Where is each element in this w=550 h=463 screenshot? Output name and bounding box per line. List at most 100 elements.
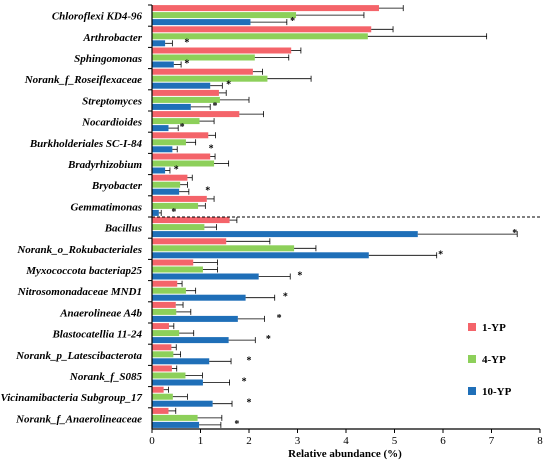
bar-1-yp-norank-p-latescibacterota [152, 344, 172, 351]
bar-1-yp-gemmatimonas [152, 195, 207, 202]
bar-4-yp-nitrosomonadaceae-mnd1 [152, 287, 186, 294]
bar-1-yp-norank-o-rokubacteriales [152, 238, 227, 245]
bar-4-yp-nocardioides [152, 118, 200, 125]
significance-mark-bradyrhizobium: * [174, 165, 179, 176]
bar-1-yp-nitrosomonadaceae-mnd1 [152, 280, 178, 287]
legend-swatch-10-yp [468, 387, 476, 395]
bar-1-yp-myxococcota-bacteriap25 [152, 259, 194, 266]
category-label-norank-f-s085: Norank_f_S085 [69, 371, 143, 383]
bar-10-yp-norank-f-roseiflexaceae [152, 82, 211, 89]
x-tick-label-1: 1 [198, 435, 204, 447]
category-label-nocardioides: Nocardioides [81, 117, 142, 129]
category-label-anaerolineae-a4b: Anaerolineae A4b [59, 307, 142, 319]
bar-10-yp-sphingomonas [152, 61, 174, 68]
x-tick-label-4: 4 [343, 435, 349, 447]
significance-mark-anaerolineae-a4b: * [277, 313, 282, 324]
bar-10-yp-myxococcota-bacteriap25 [152, 273, 259, 280]
category-label-norank-f-roseiflexaceae: Norank_f_Roseiflexaceae [24, 74, 142, 86]
significance-mark-norank-p-latescibacterota: * [247, 355, 252, 366]
x-tick-label-5: 5 [392, 435, 398, 447]
bar-10-yp-nitrosomonadaceae-mnd1 [152, 294, 246, 301]
bar-10-yp-anaerolineae-a4b [152, 315, 238, 322]
bar-1-yp-norank-f-s085 [152, 365, 172, 372]
legend-label-4-yp: 4-YP [482, 354, 506, 366]
category-label-streptomyces: Streptomyces [82, 95, 142, 107]
significance-mark-gemmatimonas: * [171, 207, 176, 218]
bar-10-yp-bradyrhizobium [152, 167, 166, 174]
category-label-vicinamibacteria-subgroup-17: Vicinamibacteria Subgroup_17 [1, 392, 143, 404]
bar-4-yp-burkholderiales-sc-i-84 [152, 139, 186, 146]
category-label-myxococcota-bacteriap25: Myxococcota bacteriap25 [25, 265, 142, 277]
bar-4-yp-bradyrhizobium [152, 160, 215, 167]
bar-10-yp-vicinamibacteria-subgroup-17 [152, 400, 213, 407]
bar-4-yp-arthrobacter [152, 33, 368, 40]
bar-10-yp-gemmatimonas [152, 209, 159, 216]
bar-10-yp-norank-o-rokubacteriales [152, 252, 369, 259]
significance-mark-blastocatellia-11-24: * [266, 334, 271, 345]
significance-mark-bryobacter: * [205, 186, 210, 197]
category-label-burkholderiales-sc-i-84: Burkholderiales SC-I-84 [29, 138, 143, 150]
bar-4-yp-blastocatellia-11-24 [152, 330, 180, 337]
legend: 1-YP 4-YP 10-YP [468, 322, 512, 398]
bar-10-yp-bacillus [152, 231, 418, 238]
category-label-bradyrhizobium: Bradyrhizobium [67, 159, 142, 171]
bar-4-yp-norank-f-roseiflexaceae [152, 75, 268, 82]
bar-4-yp-norank-p-latescibacterota [152, 351, 174, 358]
bar-1-yp-chloroflexi-kd4-96 [152, 5, 379, 12]
bar-4-yp-sphingomonas [152, 54, 255, 61]
bar-10-yp-burkholderiales-sc-i-84 [152, 146, 173, 153]
category-label-nitrosomonadaceae-mnd1: Nitrosomonadaceae MND1 [17, 286, 142, 298]
bar-1-yp-anaerolineae-a4b [152, 301, 176, 308]
bar-4-yp-anaerolineae-a4b [152, 308, 177, 315]
bar-1-yp-streptomyces [152, 89, 219, 96]
significance-mark-burkholderiales-sc-i-84: * [209, 143, 214, 154]
bar-10-yp-norank-f-anaerolineaceae [152, 421, 200, 428]
category-label-sphingomonas: Sphingomonas [74, 53, 142, 65]
bar-4-yp-gemmatimonas [152, 202, 199, 209]
bar-4-yp-norank-f-s085 [152, 372, 186, 379]
legend-swatch-1-yp [468, 323, 476, 331]
significance-mark-sphingomonas: * [184, 59, 189, 70]
significance-mark-nitrosomonadaceae-mnd1: * [283, 292, 288, 303]
bar-4-yp-bryobacter [152, 181, 181, 188]
category-label-norank-f-anaerolineaceae: Norank_f_Anaerolineaceae [15, 413, 142, 425]
legend-label-10-yp: 10-YP [482, 386, 512, 398]
category-label-bacillus: Bacillus [104, 223, 142, 235]
x-tick-label-0: 0 [149, 435, 155, 447]
bar-4-yp-bacillus [152, 224, 205, 231]
bar-10-yp-norank-p-latescibacterota [152, 358, 210, 365]
bar-1-yp-sphingomonas [152, 47, 292, 54]
significance-mark-nocardioides: * [180, 122, 185, 133]
bar-4-yp-streptomyces [152, 96, 220, 103]
bar-4-yp-chloroflexi-kd4-96 [152, 12, 297, 19]
bar-4-yp-norank-f-anaerolineaceae [152, 414, 198, 421]
bar-10-yp-streptomyces [152, 103, 191, 110]
bar-10-yp-blastocatellia-11-24 [152, 337, 229, 344]
bar-1-yp-bradyrhizobium [152, 153, 211, 160]
bar-1-yp-norank-f-roseiflexaceae [152, 68, 253, 75]
bar-1-yp-burkholderiales-sc-i-84 [152, 132, 209, 139]
significance-mark-norank-f-roseiflexaceae: * [226, 80, 231, 91]
bar-4-yp-vicinamibacteria-subgroup-17 [152, 393, 173, 400]
x-tick-label-2: 2 [246, 435, 252, 447]
bar-4-yp-myxococcota-bacteriap25 [152, 266, 203, 273]
axes-layer: 0 1 2 3 4 5 6 7 8 [148, 4, 543, 447]
legend-label-1-yp: 1-YP [482, 322, 506, 334]
significance-mark-myxococcota-bacteriap25: * [297, 271, 302, 282]
bar-10-yp-norank-f-s085 [152, 379, 203, 386]
category-label-blastocatellia-11-24: Blastocatellia 11-24 [51, 329, 142, 341]
bar-1-yp-arthrobacter [152, 26, 372, 33]
bar-1-yp-bryobacter [152, 174, 188, 181]
x-tick-label-6: 6 [440, 435, 446, 447]
x-tick-label-8: 8 [537, 435, 543, 447]
category-label-norank-p-latescibacterota: Norank_p_Latescibacterota [15, 350, 142, 362]
bar-10-yp-bryobacter [152, 188, 180, 195]
significance-mark-arthrobacter: * [184, 37, 189, 48]
significance-mark-norank-f-anaerolineaceae: * [234, 419, 239, 430]
bar-10-yp-nocardioides [152, 125, 169, 132]
bar-1-yp-bacillus [152, 217, 230, 224]
x-tick-label-7: 7 [489, 435, 495, 447]
category-label-norank-o-rokubacteriales: Norank_o_Rokubacteriales [16, 244, 142, 256]
x-axis-title: Relative abundance (%) [288, 448, 402, 460]
